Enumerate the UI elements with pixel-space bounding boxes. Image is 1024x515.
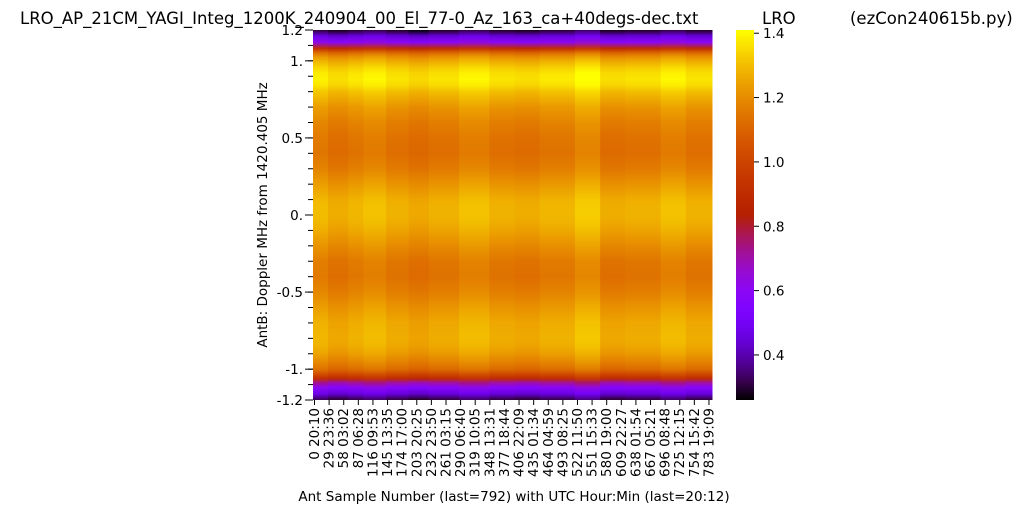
x-tick-label: 725 12:15 xyxy=(672,408,688,477)
heatmap-column-band xyxy=(328,30,349,400)
x-tick-label: 493 08:25 xyxy=(555,408,571,477)
colorbar-tick-label: 0.8 xyxy=(763,219,784,235)
x-axis-label: Ant Sample Number (last=792) with UTC Ho… xyxy=(298,489,729,505)
x-tick-label: 551 15:33 xyxy=(585,408,601,477)
x-tick-label: 232 23:50 xyxy=(424,408,440,477)
colorbar-tick-label: 1.2 xyxy=(763,91,784,107)
colorbar-ticks: 0.4 0.6 0.8 1.0 1.2 1.4 xyxy=(754,26,784,364)
heatmap-column-band xyxy=(625,30,662,400)
x-tick-label: 696 08:48 xyxy=(658,408,674,477)
x-tick-label: 0 20:10 xyxy=(307,408,323,460)
colorbar: 0.4 0.6 0.8 1.0 1.2 1.4 xyxy=(736,26,784,400)
y-axis-label: AntB: Doppler MHz from 1420.405 MHz xyxy=(255,82,271,347)
heatmap-column-band xyxy=(363,30,387,400)
x-tick-label: 87 06:28 xyxy=(351,408,367,468)
x-tick-label: 29 23:36 xyxy=(322,408,338,468)
chart-title-lro: LRO xyxy=(762,9,796,28)
x-tick-label: 522 11:50 xyxy=(570,408,586,477)
y-tick-label: -1. xyxy=(285,362,303,378)
colorbar-tick-label: 0.6 xyxy=(763,284,784,300)
heatmap-column-band xyxy=(660,30,687,400)
y-tick-label: -1.2 xyxy=(277,393,303,409)
heatmap-column-band xyxy=(685,30,713,400)
x-tick-label: 783 19:09 xyxy=(701,408,717,477)
heatmap-column-band xyxy=(574,30,601,400)
x-tick-label: 348 13:31 xyxy=(482,408,498,477)
colorbar-tick-label: 0.4 xyxy=(763,348,784,364)
heatmap-column-band xyxy=(600,30,626,400)
y-axis-ticks: 1.2 1. 0.5 0. -0.5 -1. -1.2 xyxy=(277,23,313,409)
x-tick-label: 203 20:25 xyxy=(409,408,425,477)
y-tick-label: -0.5 xyxy=(277,285,303,301)
heatmap-column-band xyxy=(386,30,410,400)
x-tick-label: 145 13:35 xyxy=(380,408,396,477)
chart-title: LRO_AP_21CM_YAGI_Integ_1200K_240904_00_E… xyxy=(20,9,699,29)
heatmap-column-band xyxy=(428,30,460,400)
x-tick-label: 435 01:34 xyxy=(526,408,542,477)
heatmap-area xyxy=(313,30,713,400)
chart-title-script: (ezCon240615b.py) xyxy=(850,9,1013,28)
heatmap-columns xyxy=(313,30,713,400)
heatmap-column-band xyxy=(514,30,541,400)
x-tick-label: 58 03:02 xyxy=(336,408,352,468)
heatmap-column-band xyxy=(408,30,430,400)
x-tick-label: 609 22:27 xyxy=(614,408,630,477)
x-tick-label: 638 01:54 xyxy=(628,408,644,477)
x-tick-label: 261 03:15 xyxy=(438,408,454,477)
x-tick-label: 464 04:59 xyxy=(541,408,557,477)
x-tick-label: 290 06:40 xyxy=(453,408,469,477)
x-tick-label: 319 10:05 xyxy=(468,408,484,477)
heatmap-column-band xyxy=(313,30,329,400)
colorbar-tick-label: 1.0 xyxy=(763,155,784,171)
y-tick-label: 0. xyxy=(290,208,303,224)
x-tick-label: 754 15:42 xyxy=(687,408,703,477)
x-tick-label: 406 22:09 xyxy=(512,408,528,477)
x-tick-label: 667 05:21 xyxy=(643,408,659,477)
colorbar-scale xyxy=(736,30,754,400)
y-tick-label: 1.2 xyxy=(282,23,303,39)
heatmap-column-band xyxy=(459,30,490,400)
x-tick-label: 377 18:44 xyxy=(497,408,513,477)
colorbar-tick-label: 1.4 xyxy=(763,26,784,42)
x-tick-label: 116 09:53 xyxy=(365,408,381,477)
y-tick-label: 1. xyxy=(290,54,303,70)
x-tick-label: 174 17:00 xyxy=(395,408,411,477)
heatmap-column-band xyxy=(348,30,364,400)
heatmap-column-band xyxy=(539,30,576,400)
heatmap-column-band xyxy=(489,30,516,400)
y-tick-label: 0.5 xyxy=(282,131,303,147)
x-tick-label: 580 19:00 xyxy=(599,408,615,477)
